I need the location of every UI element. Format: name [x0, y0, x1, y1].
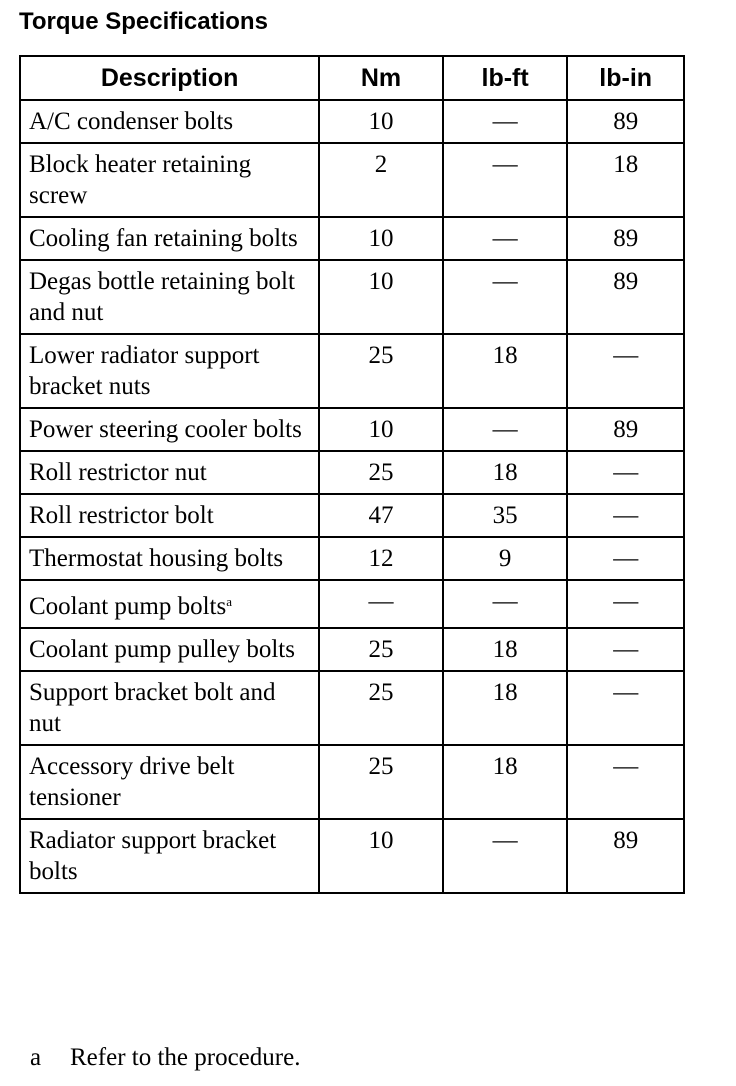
- cell-description: Cooling fan retaining bolts: [18, 216, 321, 261]
- cell-nm: 25: [318, 670, 444, 746]
- table-row: Coolant pump boltsa — — —: [18, 579, 685, 629]
- cell-lbin: 18: [566, 142, 685, 218]
- footnote-label: a: [30, 1044, 42, 1071]
- table-row: Roll restrictor nut 25 18—: [18, 450, 685, 495]
- cell-nm: 25: [318, 627, 444, 672]
- cell-lbin: 89: [566, 99, 685, 144]
- table-row: Thermostat housing bolts 12 9—: [18, 536, 685, 581]
- description-text: Radiator support bracket bolts: [29, 827, 277, 885]
- cell-lbin: —: [566, 450, 685, 495]
- header-lbft: lb-ft: [441, 55, 569, 101]
- cell-description: Accessory drive belt tensioner: [18, 744, 321, 820]
- table-row: Lower radiator support bracket nuts 25 18—: [18, 333, 685, 409]
- cell-description: Coolant pump pulley bolts: [18, 627, 321, 672]
- table-row: Block heater retaining screw 2—18: [18, 142, 685, 218]
- description-text: Roll restrictor bolt: [29, 502, 214, 529]
- torque-spec-table: Description Nm lb-ft lb-in A/C condenser…: [18, 55, 685, 894]
- table-row: Support bracket bolt and nut 25 18—: [18, 670, 685, 746]
- footnote-ref: a: [226, 594, 233, 609]
- description-text: Lower radiator support bracket nuts: [29, 342, 260, 400]
- description-text: Accessory drive belt tensioner: [29, 753, 235, 811]
- description-text: Degas bottle retaining bolt and nut: [29, 268, 295, 326]
- description-text: Thermostat housing bolts: [29, 545, 284, 572]
- cell-lbft: 18: [441, 333, 569, 409]
- cell-description: Block heater retaining screw: [18, 142, 321, 218]
- cell-lbin: —: [566, 333, 685, 409]
- cell-description: Degas bottle retaining bolt and nut: [18, 259, 321, 335]
- cell-description: Roll restrictor bolt: [18, 493, 321, 538]
- cell-lbft: —: [441, 407, 569, 452]
- cell-description: Coolant pump boltsa: [18, 579, 321, 629]
- description-text: Coolant pump pulley bolts: [29, 636, 295, 663]
- cell-nm: 25: [318, 333, 444, 409]
- cell-lbin: 89: [566, 259, 685, 335]
- cell-lbft: 18: [441, 744, 569, 820]
- cell-lbin: —: [566, 579, 685, 629]
- table-row: Accessory drive belt tensioner 25 18—: [18, 744, 685, 820]
- cell-lbin: —: [566, 493, 685, 538]
- cell-lbft: —: [441, 818, 569, 894]
- cell-nm: 10: [318, 99, 444, 144]
- cell-lbin: —: [566, 536, 685, 581]
- cell-nm: 10: [318, 259, 444, 335]
- cell-lbft: 18: [441, 450, 569, 495]
- cell-nm: 10: [318, 216, 444, 261]
- description-text: Block heater retaining screw: [29, 151, 252, 209]
- cell-nm: 47: [318, 493, 444, 538]
- cell-lbft: —: [441, 259, 569, 335]
- cell-description: Thermostat housing bolts: [18, 536, 321, 581]
- footnote-text: Refer to the procedure.: [70, 1044, 301, 1071]
- cell-nm: 10: [318, 818, 444, 894]
- cell-nm: 2: [318, 142, 444, 218]
- cell-lbft: 18: [441, 670, 569, 746]
- table-row: A/C condenser bolts 10—89: [18, 99, 685, 144]
- header-lbin: lb-in: [566, 55, 685, 101]
- cell-nm: 10: [318, 407, 444, 452]
- description-text: A/C condenser bolts: [29, 108, 234, 135]
- page-title: Torque Specifications: [19, 8, 268, 35]
- cell-lbin: 89: [566, 818, 685, 894]
- cell-description: Lower radiator support bracket nuts: [18, 333, 321, 409]
- cell-nm: 25: [318, 744, 444, 820]
- table-row: Coolant pump pulley bolts 25 18—: [18, 627, 685, 672]
- cell-lbft: 9: [441, 536, 569, 581]
- cell-nm: 25: [318, 450, 444, 495]
- cell-lbft: —: [441, 99, 569, 144]
- cell-description: Support bracket bolt and nut: [18, 670, 321, 746]
- cell-lbin: —: [566, 744, 685, 820]
- description-text: Roll restrictor nut: [29, 459, 207, 486]
- cell-description: Roll restrictor nut: [18, 450, 321, 495]
- cell-lbin: 89: [566, 216, 685, 261]
- cell-lbft: —: [441, 142, 569, 218]
- footnote: a Refer to the procedure.: [30, 1044, 300, 1072]
- table-row: Cooling fan retaining bolts 10—89: [18, 216, 685, 261]
- cell-description: Radiator support bracket bolts: [18, 818, 321, 894]
- cell-nm: 12: [318, 536, 444, 581]
- cell-lbft: 18: [441, 627, 569, 672]
- table-row: Degas bottle retaining bolt and nut 10—89: [18, 259, 685, 335]
- header-nm: Nm: [318, 55, 444, 101]
- cell-lbin: 89: [566, 407, 685, 452]
- description-text: Coolant pump bolts: [29, 593, 227, 620]
- cell-description: A/C condenser bolts: [18, 99, 321, 144]
- cell-description: Power steering cooler bolts: [18, 407, 321, 452]
- cell-lbft: 35: [441, 493, 569, 538]
- cell-lbft: —: [441, 216, 569, 261]
- header-description: Description: [18, 55, 321, 101]
- cell-lbin: —: [566, 627, 685, 672]
- cell-nm: —: [318, 579, 444, 629]
- table-row: Power steering cooler bolts 10—89: [18, 407, 685, 452]
- table-row: Roll restrictor bolt 47 35—: [18, 493, 685, 538]
- cell-lbft: —: [441, 579, 569, 629]
- table-row: Radiator support bracket bolts 10—89: [18, 818, 685, 894]
- description-text: Power steering cooler bolts: [29, 416, 302, 443]
- description-text: Support bracket bolt and nut: [29, 679, 276, 737]
- description-text: Cooling fan retaining bolts: [29, 225, 298, 252]
- cell-lbin: —: [566, 670, 685, 746]
- table-header-row: Description Nm lb-ft lb-in: [18, 55, 685, 101]
